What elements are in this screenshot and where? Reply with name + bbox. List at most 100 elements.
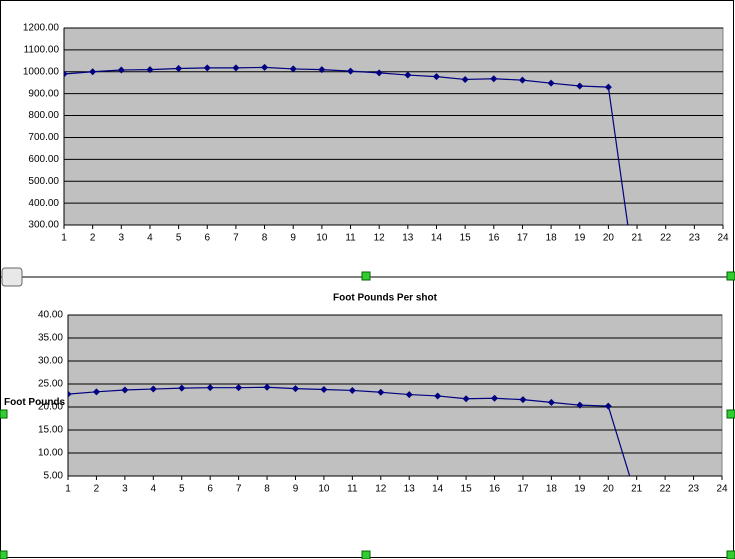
resize-handle[interactable] <box>726 550 735 559</box>
y-tick-label: 30.00 <box>38 356 63 367</box>
data-point <box>291 385 299 393</box>
data-point <box>434 392 442 400</box>
resize-handle[interactable] <box>0 550 8 559</box>
series-group <box>68 383 631 476</box>
series-group <box>64 63 629 225</box>
data-point <box>89 68 97 76</box>
resize-handle[interactable] <box>726 271 735 281</box>
data-point <box>461 75 469 83</box>
data-point <box>519 396 527 404</box>
data-point <box>263 383 271 391</box>
x-tick-label: 22 <box>660 484 672 495</box>
y-tick-label: 1100.00 <box>24 45 60 56</box>
data-point <box>604 83 612 91</box>
y-tick-label: 1000.00 <box>23 66 60 77</box>
data-point <box>318 66 326 74</box>
data-point <box>576 82 584 90</box>
x-tick-label: 14 <box>431 233 443 244</box>
y-tick-label: 600.00 <box>28 154 59 165</box>
data-point <box>375 69 383 77</box>
y-tick-label: 40.00 <box>38 310 63 321</box>
data-point <box>576 401 584 409</box>
data-point <box>117 66 125 74</box>
x-tick-label: 24 <box>716 484 728 495</box>
x-tick-label: 20 <box>603 484 615 495</box>
x-tick-label: 12 <box>374 233 386 244</box>
data-point <box>206 384 214 392</box>
resize-handle[interactable] <box>726 409 735 419</box>
x-tick-label: 7 <box>233 233 239 244</box>
data-point <box>232 64 240 72</box>
y-tick-label: 400.00 <box>28 198 59 209</box>
x-tick-label: 4 <box>147 233 153 244</box>
x-tick-label: 21 <box>631 484 643 495</box>
y-tick-label: 800.00 <box>28 110 59 121</box>
plot-area <box>67 314 723 477</box>
x-tick-label: 16 <box>489 484 501 495</box>
resize-handle[interactable] <box>0 409 8 419</box>
x-tick-label: 18 <box>546 484 558 495</box>
data-point <box>235 384 243 392</box>
x-tick-label: 11 <box>345 233 356 244</box>
data-point <box>491 394 499 402</box>
x-tick-label: 6 <box>204 233 210 244</box>
x-tick-label: 6 <box>207 484 213 495</box>
data-point <box>347 67 355 75</box>
x-tick-label: 2 <box>90 233 96 244</box>
y-tick-label: 25.00 <box>38 379 63 390</box>
x-tick-label: 17 <box>517 484 529 495</box>
plot-area <box>63 27 724 226</box>
data-point <box>68 390 72 398</box>
x-tick-label: 10 <box>316 233 328 244</box>
x-tick-label: 11 <box>347 484 358 495</box>
data-point <box>404 71 412 79</box>
data-point <box>121 386 129 394</box>
data-point <box>175 64 183 72</box>
x-tick-label: 19 <box>574 233 586 244</box>
x-tick-label: 17 <box>517 233 529 244</box>
data-point <box>547 398 555 406</box>
x-tick-label: 22 <box>660 233 672 244</box>
resize-handle[interactable] <box>361 271 371 281</box>
y-tick-label: 1200.00 <box>23 23 60 34</box>
x-tick-label: 18 <box>546 233 558 244</box>
x-tick-label: 16 <box>488 233 500 244</box>
chart-anchor-icon[interactable] <box>1 267 23 287</box>
x-tick-label: 12 <box>375 484 387 495</box>
data-point <box>261 63 269 71</box>
x-tick-label: 14 <box>432 484 444 495</box>
x-tick-label: 4 <box>151 484 157 495</box>
data-point <box>149 385 157 393</box>
y-tick-label: 15.00 <box>38 425 63 436</box>
data-point <box>604 402 612 410</box>
x-tick-label: 2 <box>94 484 100 495</box>
data-point <box>178 384 186 392</box>
x-tick-label: 19 <box>574 484 586 495</box>
data-point <box>320 386 328 394</box>
x-tick-label: 20 <box>603 233 615 244</box>
y-tick-label: 5.00 <box>44 471 64 482</box>
y-tick-label: 700.00 <box>28 132 59 143</box>
x-tick-label: 7 <box>236 484 242 495</box>
y-tick-label: 300.00 <box>28 220 59 231</box>
y-tick-label: 35.00 <box>38 333 63 344</box>
x-tick-label: 3 <box>119 233 125 244</box>
x-tick-label: 21 <box>631 233 643 244</box>
data-point <box>92 388 100 396</box>
x-tick-label: 23 <box>689 233 701 244</box>
x-tick-label: 13 <box>404 484 416 495</box>
x-tick-label: 15 <box>460 233 472 244</box>
x-tick-label: 1 <box>61 233 67 244</box>
x-tick-label: 23 <box>688 484 700 495</box>
x-tick-label: 5 <box>176 233 182 244</box>
y-tick-label: 500.00 <box>28 176 59 187</box>
resize-handle[interactable] <box>361 550 371 559</box>
x-tick-label: 8 <box>264 484 270 495</box>
data-point <box>146 66 154 74</box>
data-point <box>518 76 526 84</box>
x-tick-label: 13 <box>402 233 414 244</box>
x-tick-label: 9 <box>293 484 299 495</box>
y-axis-label: Foot Pounds <box>4 397 66 408</box>
data-point <box>377 388 385 396</box>
